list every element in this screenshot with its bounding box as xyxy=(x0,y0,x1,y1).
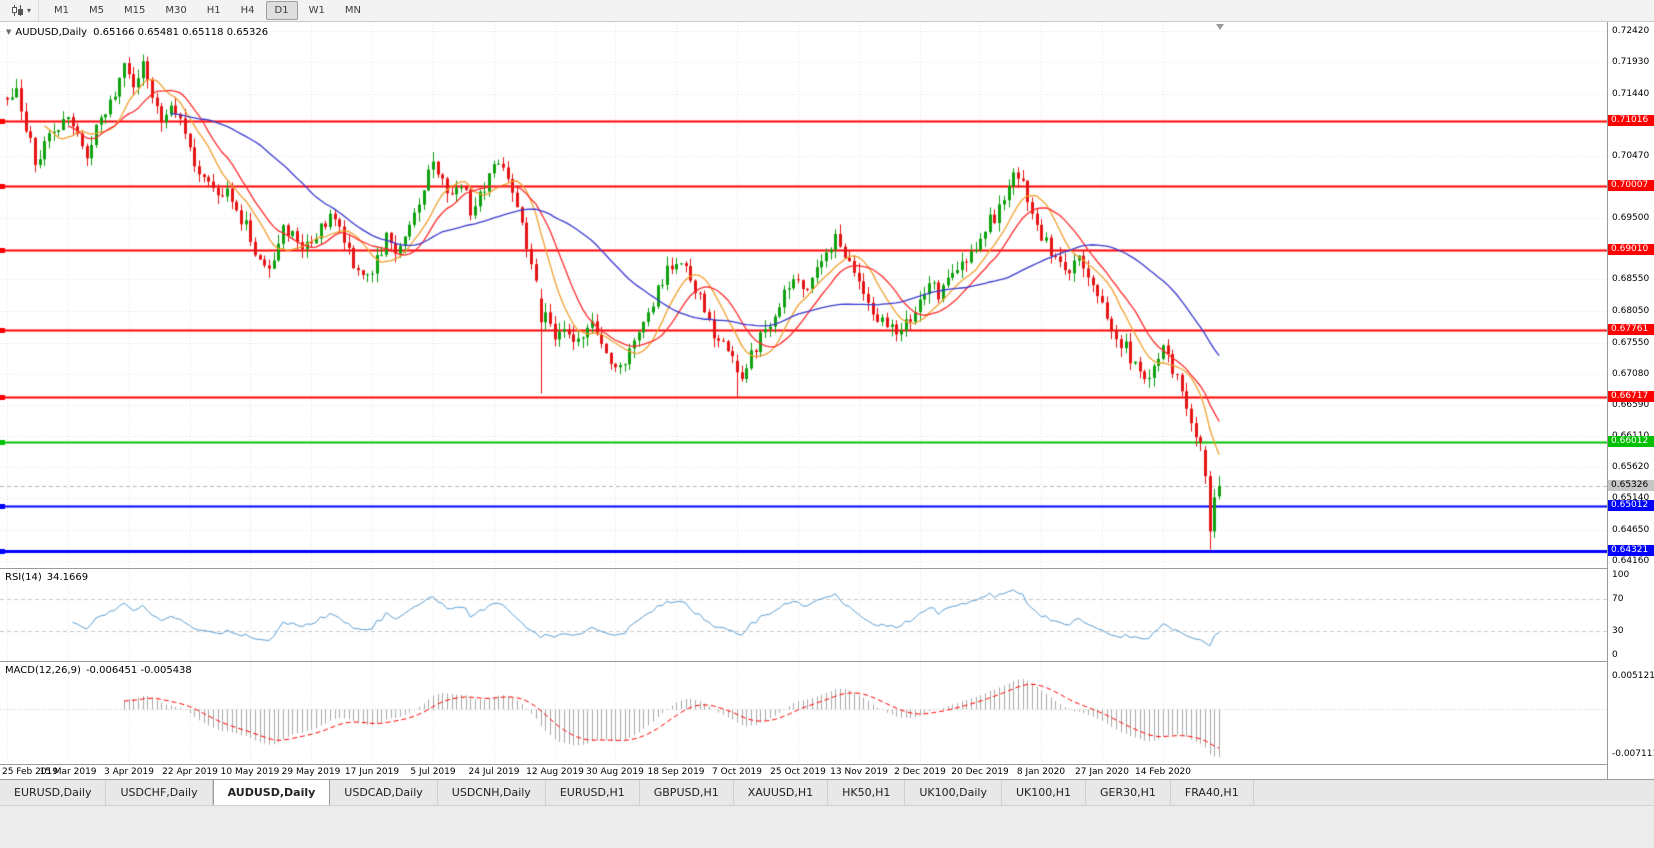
date-label: 20 Dec 2019 xyxy=(951,767,1009,777)
timeframe-button-d1[interactable]: D1 xyxy=(265,1,298,20)
rsi-indicator-label: RSI(14) 34.1669 xyxy=(5,572,93,583)
macd-level-label: -0.007111 xyxy=(1612,749,1654,759)
date-label: 8 Jan 2020 xyxy=(1016,767,1066,777)
price-tick-label: 0.68550 xyxy=(1612,274,1650,284)
price-tick-label: 0.70470 xyxy=(1612,151,1650,161)
chart-window: ▼ AUDUSD,Daily 0.65166 0.65481 0.65118 0.6… xyxy=(0,22,1654,779)
price-axis[interactable]: 0.72420 0.71930 0.71440 0.70470 0.69500 0.685… xyxy=(1607,22,1654,779)
status-bar xyxy=(0,805,1654,848)
timeframe-button-h1[interactable]: H1 xyxy=(206,5,221,16)
macd-indicator-label: MACD(12,26,9) -0.006451 -0.005438 xyxy=(5,665,197,676)
rsi-level-label: 100 xyxy=(1612,570,1630,580)
candlestick-chart-icon xyxy=(12,5,23,16)
chart-ohlc-values: 0.65166 0.65481 0.65118 0.65326 xyxy=(93,27,269,38)
date-label: 14 Feb 2020 xyxy=(1134,767,1192,777)
price-tick-label: 0.68050 xyxy=(1612,306,1650,316)
timeframe-button-mn[interactable]: MN xyxy=(344,5,361,16)
symbol-tab-uk100-daily[interactable]: UK100,Daily xyxy=(905,780,1002,805)
date-label: 27 Jan 2020 xyxy=(1075,767,1129,777)
hline-price-label: 0.67761 xyxy=(1608,324,1654,335)
symbol-tab-hk50-h1[interactable]: HK50,H1 xyxy=(828,780,906,805)
date-label: 5 Jul 2019 xyxy=(410,767,456,777)
rsi-level-label: 30 xyxy=(1612,626,1624,636)
date-label: 25 Feb 2019 xyxy=(1,767,59,777)
hline-price-label: 0.66012 xyxy=(1608,436,1654,447)
rsi-level-label: 70 xyxy=(1612,594,1624,604)
date-label: 30 Aug 2019 xyxy=(586,767,644,777)
rsi-level-label: 0 xyxy=(1612,650,1618,660)
symbol-tab-usdcad-daily[interactable]: USDCAD,Daily xyxy=(330,780,438,805)
price-tick-label: 0.71440 xyxy=(1612,89,1650,99)
date-label: 2 Dec 2019 xyxy=(894,767,946,777)
macd-level-label: 0.005121 xyxy=(1612,671,1654,681)
price-tick-label: 0.67550 xyxy=(1612,338,1650,348)
date-label: 24 Jul 2019 xyxy=(468,767,520,777)
chart-type-dropdown[interactable]: ▾ xyxy=(4,0,40,21)
timeframe-button-m30[interactable]: M30 xyxy=(165,5,187,16)
price-tick-label: 0.66590 xyxy=(1612,400,1650,410)
pane-separator[interactable] xyxy=(0,568,1654,569)
hline-price-label: 0.65012 xyxy=(1608,500,1654,511)
price-tick-label: 0.64160 xyxy=(1612,556,1650,566)
symbol-tab-audusd-daily[interactable]: AUDUSD,Daily xyxy=(212,780,331,805)
date-label: 3 Apr 2019 xyxy=(104,767,154,777)
current-price-label: 0.65326 xyxy=(1608,480,1654,491)
date-label: 10 May 2019 xyxy=(220,767,280,777)
pane-separator[interactable] xyxy=(0,661,1654,662)
symbol-tab-usdcnh-daily[interactable]: USDCNH,Daily xyxy=(438,780,546,805)
price-tick-label: 0.71930 xyxy=(1612,57,1650,67)
symbol-tab-eurusd-daily[interactable]: EURUSD,Daily xyxy=(0,780,107,805)
date-label: 7 Oct 2019 xyxy=(712,767,762,777)
symbol-tab-fra40-h1[interactable]: FRA40,H1 xyxy=(1171,780,1254,805)
hline-price-label: 0.66717 xyxy=(1608,391,1654,402)
timeframe-button-m1[interactable]: M1 xyxy=(54,5,70,16)
collapse-chart-icon[interactable]: ▼ xyxy=(6,28,12,36)
timeframe-button-h4[interactable]: H4 xyxy=(240,5,255,16)
date-label: 29 May 2019 xyxy=(281,767,341,777)
symbol-tab-ger30-h1[interactable]: GER30,H1 xyxy=(1086,780,1171,805)
chart-tab-bar: EURUSD,Daily USDCHF,Daily AUDUSD,Daily USDC… xyxy=(0,779,1654,805)
price-tick-label: 0.65140 xyxy=(1612,493,1650,503)
timeframes-toolbar: ▾ M1 M5 M15 M30 H1 H4 D1 W1 MN xyxy=(0,0,1654,22)
symbol-tab-usdchf-daily[interactable]: USDCHF,Daily xyxy=(106,780,213,805)
date-label: 22 Apr 2019 xyxy=(162,767,218,777)
macd-canvas[interactable] xyxy=(0,662,1607,764)
chart-title: ▼ AUDUSD,Daily 0.65166 0.65481 0.65118 0.6… xyxy=(6,27,268,38)
date-label: 13 Nov 2019 xyxy=(830,767,888,777)
date-label: 25 Oct 2019 xyxy=(770,767,826,777)
hline-price-label: 0.70007 xyxy=(1608,180,1654,191)
time-axis[interactable]: 25 Feb 2019 15 Mar 2019 3 Apr 2019 22 Apr 2… xyxy=(0,765,1607,779)
symbol-tab-uk100-h1[interactable]: UK100,H1 xyxy=(1002,780,1086,805)
price-tick-label: 0.72420 xyxy=(1612,26,1650,36)
symbol-tab-xauusd-h1[interactable]: XAUUSD,H1 xyxy=(734,780,829,805)
chart-shift-marker[interactable] xyxy=(1216,24,1224,30)
timeframe-button-w1[interactable]: W1 xyxy=(308,5,325,16)
date-label: 18 Sep 2019 xyxy=(647,767,705,777)
pane-separator[interactable] xyxy=(0,764,1654,765)
timeframe-button-group: M1 M5 M15 M30 H1 H4 D1 W1 MN xyxy=(44,0,371,21)
symbol-tab-eurusd-h1[interactable]: EURUSD,H1 xyxy=(546,780,640,805)
date-label: 17 Jun 2019 xyxy=(344,767,400,777)
timeframe-button-m15[interactable]: M15 xyxy=(124,5,146,16)
price-tick-label: 0.65620 xyxy=(1612,462,1650,472)
timeframe-button-m5[interactable]: M5 xyxy=(89,5,105,16)
chart-symbol-label: AUDUSD,Daily xyxy=(15,27,88,38)
price-tick-label: 0.64650 xyxy=(1612,525,1650,535)
rsi-canvas[interactable] xyxy=(0,569,1607,661)
date-label: 15 Mar 2019 xyxy=(39,767,97,777)
chevron-down-icon: ▾ xyxy=(27,5,32,15)
hline-price-label: 0.71016 xyxy=(1608,115,1654,126)
main-chart-canvas[interactable] xyxy=(0,22,1607,568)
price-tick-label: 0.69500 xyxy=(1612,213,1650,223)
macd-values: -0.006451 -0.005438 xyxy=(85,665,192,676)
symbol-tab-gbpusd-h1[interactable]: GBPUSD,H1 xyxy=(640,780,734,805)
hline-price-label: 0.64321 xyxy=(1608,545,1654,556)
rsi-name: RSI(14) xyxy=(5,572,42,583)
price-tick-label: 0.67080 xyxy=(1612,369,1650,379)
macd-name: MACD(12,26,9) xyxy=(5,665,81,676)
rsi-value: 34.1669 xyxy=(46,572,89,583)
date-label: 12 Aug 2019 xyxy=(526,767,584,777)
hline-price-label: 0.69010 xyxy=(1608,244,1654,255)
